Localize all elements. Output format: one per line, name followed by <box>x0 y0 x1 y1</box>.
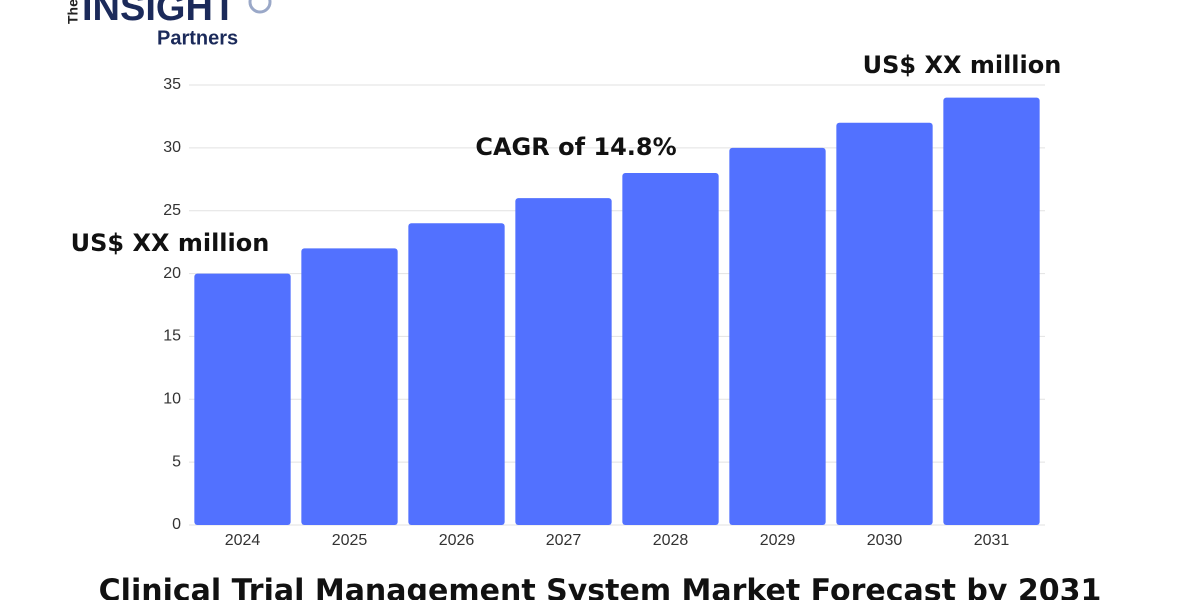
y-tick-label: 0 <box>172 516 181 533</box>
x-tick-label: 2024 <box>225 532 261 549</box>
x-tick-label: 2026 <box>439 532 475 549</box>
x-tick-label: 2025 <box>332 532 368 549</box>
y-tick-label: 35 <box>163 76 181 93</box>
logo: The INSIGHT Partners <box>65 0 272 49</box>
y-tick-label: 20 <box>163 265 181 282</box>
x-tick-label: 2030 <box>867 532 903 549</box>
bar <box>943 97 1040 526</box>
logo-name: INSIGHT <box>82 0 236 29</box>
y-tick-label: 5 <box>172 453 181 470</box>
y-tick-label: 30 <box>163 139 181 156</box>
bar <box>836 122 933 525</box>
bar <box>729 147 826 525</box>
chart-title: Clinical Trial Management System Market … <box>99 574 1102 600</box>
bar <box>301 248 398 525</box>
bar <box>622 173 719 525</box>
y-tick-label: 15 <box>163 328 181 345</box>
logo-icon <box>248 0 272 14</box>
bar <box>408 223 505 526</box>
logo-suffix: Partners <box>157 27 238 49</box>
y-tick-label: 25 <box>163 202 181 219</box>
y-tick-label: 10 <box>163 391 181 408</box>
x-tick-label: 2028 <box>653 532 689 549</box>
x-tick-label: 2027 <box>546 532 582 549</box>
x-tick-label: 2031 <box>974 532 1010 549</box>
x-tick-label: 2029 <box>760 532 796 549</box>
annotation: US$ XX million <box>863 51 1062 79</box>
bar <box>515 198 612 525</box>
logo-prefix: The <box>65 0 81 24</box>
annotation: CAGR of 14.8% <box>475 133 676 161</box>
bar <box>194 273 291 525</box>
annotation: US$ XX million <box>71 229 270 257</box>
